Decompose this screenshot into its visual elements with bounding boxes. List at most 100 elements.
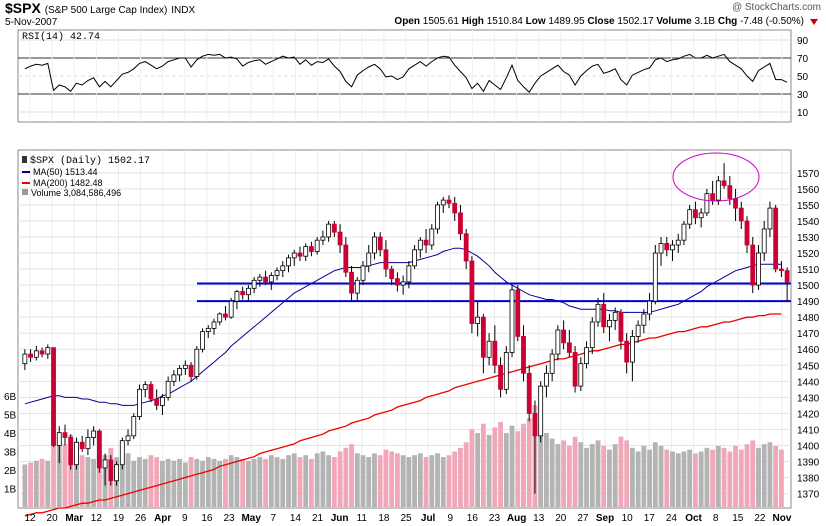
volume-bar: [429, 455, 435, 507]
volume-bar: [635, 451, 641, 507]
price-tick-label: 1400: [797, 441, 820, 452]
price-legend-icon: [22, 156, 27, 163]
volume-legend-icon: [22, 189, 28, 195]
x-tick-label: Apr: [154, 513, 171, 524]
chg-value: -7.48 (-0.50%): [740, 16, 804, 27]
volume-bar: [761, 444, 767, 507]
candle: [274, 267, 280, 281]
candle-body: [515, 289, 521, 337]
price-frame: [17, 149, 792, 509]
volume-bar: [417, 453, 423, 507]
candle: [652, 245, 658, 305]
volume-bar: [503, 433, 509, 507]
candle-body: [652, 252, 658, 302]
candle: [624, 333, 630, 374]
volume-bar: [710, 449, 716, 507]
x-tick-label: 12: [24, 513, 36, 524]
candle: [715, 176, 721, 205]
volume-bar: [389, 451, 395, 507]
x-tick-label: 10: [622, 513, 634, 524]
candle: [629, 330, 635, 382]
x-tick-label: Mar: [65, 513, 83, 524]
price-tick-label: 1460: [797, 345, 820, 356]
price-tick-label: 1380: [797, 474, 820, 485]
candle-body: [607, 319, 612, 328]
volume-bar: [211, 458, 217, 507]
candle-body: [601, 303, 607, 328]
candle-body: [727, 185, 733, 199]
peak-annotation-ellipse: [672, 152, 760, 202]
rsi-tick-label: 50: [797, 72, 809, 83]
copyright[interactable]: @ StockCharts.com: [731, 2, 821, 13]
candle-body: [744, 220, 750, 246]
price-tick-label: 1480: [797, 313, 820, 324]
volume-bar: [182, 462, 188, 507]
volume-bar: [251, 458, 257, 507]
x-tick-label: 14: [290, 513, 302, 524]
price-tick-label: 1440: [797, 377, 820, 388]
candle: [693, 201, 698, 225]
candle: [607, 313, 612, 342]
candle-body: [165, 380, 171, 398]
candle: [515, 285, 521, 342]
candle-body: [142, 384, 148, 390]
volume-bar: [39, 458, 45, 507]
volume-bar: [423, 457, 429, 507]
price-tick-label: 1520: [797, 249, 820, 260]
price-tick-label: 1490: [797, 297, 820, 308]
volume-bar: [194, 458, 200, 507]
candle-body: [400, 281, 406, 286]
volume-bar: [521, 423, 526, 507]
candle-body: [566, 342, 572, 353]
candle: [39, 347, 45, 358]
candle-body: [532, 412, 538, 437]
candle: [309, 241, 314, 257]
volume-bar: [148, 455, 154, 507]
legend-ma50: MA(50) 1513.44: [33, 167, 98, 177]
candle-body: [452, 202, 458, 214]
candle-body: [297, 252, 303, 257]
candle: [245, 285, 251, 302]
candle-body: [309, 246, 314, 252]
volume-bar: [303, 455, 309, 507]
candle-body: [670, 244, 675, 251]
volume-bar: [337, 451, 343, 507]
candle: [326, 220, 332, 242]
candle-body: [486, 340, 492, 358]
volume-bar: [767, 442, 773, 507]
candle: [51, 347, 56, 448]
high-value: 1510.84: [486, 16, 523, 27]
candle: [429, 224, 435, 250]
x-tick-label: Aug: [507, 513, 526, 524]
candle-body: [102, 459, 108, 469]
candle: [658, 236, 664, 266]
volume-bar: [154, 457, 160, 507]
candle: [750, 236, 756, 294]
candle: [498, 357, 503, 398]
candle: [773, 204, 779, 273]
volume-bar: [343, 447, 349, 507]
candle: [263, 270, 268, 286]
volume-bar: [693, 453, 698, 507]
candle: [177, 365, 183, 382]
candle-body: [584, 347, 589, 365]
candle: [377, 232, 383, 257]
candle-body: [291, 252, 297, 259]
candle-body: [498, 364, 503, 390]
candle: [108, 455, 114, 486]
candle-body: [320, 236, 326, 241]
candle: [297, 246, 303, 262]
volume-bar: [578, 442, 584, 507]
candle: [268, 272, 274, 290]
candlestick-series: [22, 163, 790, 494]
candle-body: [675, 239, 681, 246]
x-tick-label: Nov: [773, 513, 792, 524]
candle: [544, 365, 549, 398]
candle: [188, 362, 194, 382]
candle-body: [641, 313, 647, 326]
candle: [423, 228, 429, 254]
candle-body: [234, 291, 240, 302]
candle: [687, 204, 693, 229]
candle: [555, 325, 561, 361]
volume-bar: [486, 434, 492, 507]
